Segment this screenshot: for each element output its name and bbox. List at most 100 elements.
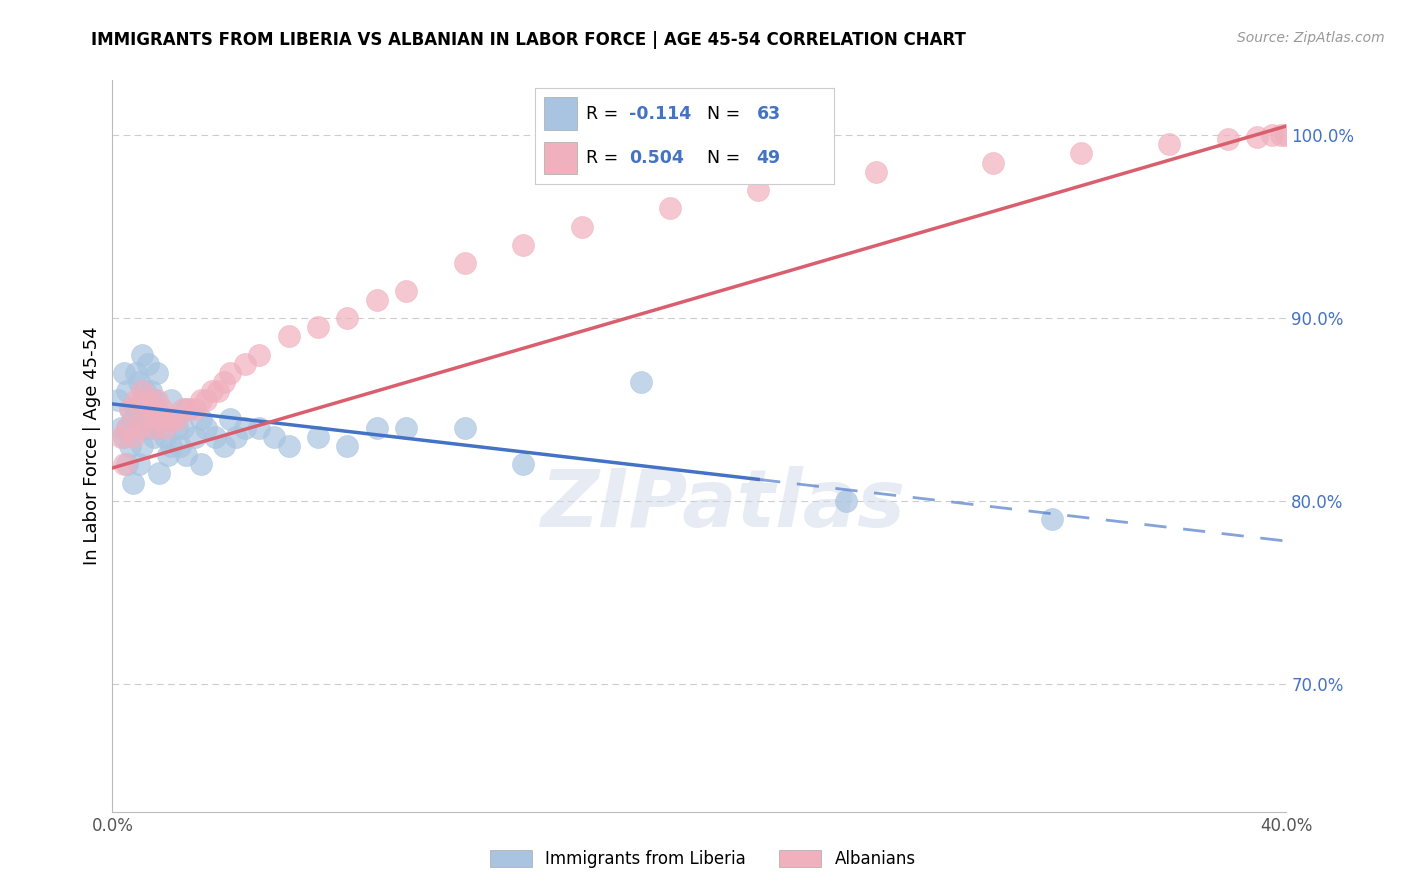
Point [201, 384, 224, 399]
Point [134, 420, 156, 434]
Point [120, 402, 142, 417]
Point [307, 430, 329, 444]
Point [163, 411, 186, 425]
Point [122, 430, 145, 444]
Point [247, 420, 270, 434]
Point [115, 420, 138, 434]
Point [263, 430, 285, 444]
Point [747, 183, 769, 197]
Point [659, 201, 682, 215]
Point [112, 430, 135, 444]
Point [136, 393, 159, 408]
Point [131, 384, 153, 399]
Y-axis label: In Labor Force | Age 45-54: In Labor Force | Age 45-54 [83, 326, 101, 566]
Point [125, 393, 148, 408]
Point [128, 458, 150, 472]
Point [207, 384, 229, 399]
Point [148, 467, 170, 481]
Point [145, 393, 167, 408]
Point [122, 411, 145, 425]
Point [212, 375, 235, 389]
Point [212, 439, 235, 453]
Point [145, 402, 167, 417]
Point [157, 411, 180, 425]
Point [395, 284, 418, 298]
Point [136, 402, 159, 417]
Point [166, 420, 188, 434]
Point [155, 430, 177, 444]
Point [134, 411, 156, 425]
Point [233, 420, 256, 434]
Point [395, 420, 418, 434]
Point [131, 439, 153, 453]
Point [139, 420, 162, 434]
Point [112, 458, 135, 472]
Point [142, 393, 165, 408]
Point [336, 310, 359, 325]
Text: ZIPatlas: ZIPatlas [540, 466, 905, 543]
Point [145, 366, 167, 380]
Point [115, 458, 138, 472]
Point [169, 439, 191, 453]
Point [122, 475, 145, 490]
Point [150, 402, 173, 417]
Point [157, 448, 180, 462]
Point [835, 493, 858, 508]
Point [1270, 128, 1292, 142]
Point [190, 393, 212, 408]
Point [134, 384, 156, 399]
Text: IMMIGRANTS FROM LIBERIA VS ALBANIAN IN LABOR FORCE | AGE 45-54 CORRELATION CHART: IMMIGRANTS FROM LIBERIA VS ALBANIAN IN L… [91, 31, 966, 49]
Point [177, 402, 200, 417]
Point [160, 439, 183, 453]
Point [1275, 128, 1298, 142]
Point [174, 402, 197, 417]
Point [277, 329, 299, 343]
Point [981, 155, 1004, 169]
Point [204, 430, 226, 444]
Point [1261, 128, 1284, 142]
Point [336, 439, 359, 453]
Point [125, 366, 148, 380]
Point [155, 420, 177, 434]
Point [172, 420, 194, 434]
Point [128, 420, 150, 434]
Point [190, 411, 212, 425]
Point [233, 357, 256, 371]
Point [366, 420, 388, 434]
Point [142, 420, 165, 434]
Point [195, 393, 218, 408]
Point [225, 430, 247, 444]
Point [125, 402, 148, 417]
Point [131, 393, 153, 408]
Point [139, 384, 162, 399]
Point [142, 430, 165, 444]
Point [219, 411, 242, 425]
Point [110, 430, 132, 444]
Point [183, 430, 205, 444]
Point [128, 375, 150, 389]
Point [1216, 132, 1239, 146]
Point [107, 393, 129, 408]
Point [110, 420, 132, 434]
Point [112, 366, 135, 380]
Point [183, 402, 205, 417]
Point [1159, 137, 1181, 152]
Point [247, 347, 270, 362]
Point [366, 293, 388, 307]
Point [190, 458, 212, 472]
Point [172, 402, 194, 417]
Point [128, 420, 150, 434]
Point [166, 411, 188, 425]
Point [160, 411, 183, 425]
Point [195, 420, 218, 434]
Point [1070, 146, 1092, 161]
Point [115, 384, 138, 399]
Point [453, 420, 475, 434]
Point [150, 411, 173, 425]
Point [148, 411, 170, 425]
Point [630, 375, 652, 389]
Legend: Immigrants from Liberia, Albanians: Immigrants from Liberia, Albanians [484, 843, 922, 875]
Point [120, 402, 142, 417]
Point [1246, 130, 1268, 145]
Point [174, 448, 197, 462]
